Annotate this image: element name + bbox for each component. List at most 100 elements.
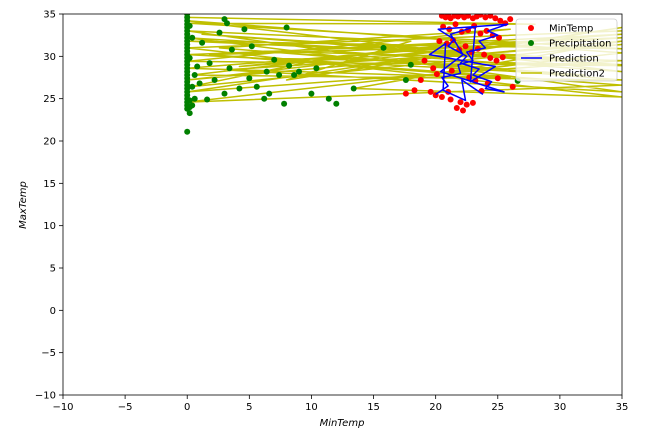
x-tick-label: 5	[246, 402, 252, 413]
precipitation-point	[226, 65, 233, 72]
mintemp-point	[463, 101, 470, 108]
x-axis-label: MinTemp	[320, 418, 365, 429]
mintemp-point	[507, 16, 514, 23]
precipitation-point	[246, 75, 253, 82]
precipitation-point	[350, 85, 357, 92]
precipitation-point	[221, 90, 228, 97]
mintemp-legend-marker	[528, 25, 534, 31]
legend: MinTemp Precipitation Prediction Prediction…	[515, 18, 618, 82]
mintemp-point	[477, 30, 484, 37]
precipitation-point	[189, 83, 196, 90]
mintemp-point	[438, 94, 445, 100]
precipitation-point	[186, 22, 193, 29]
precipitation-point	[308, 90, 315, 97]
series-layer	[184, 14, 622, 135]
mintemp-point	[469, 99, 476, 106]
x-tick-label: 20	[429, 402, 442, 413]
precipitation-point	[196, 80, 203, 87]
mintemp-point	[482, 14, 489, 21]
y-tick-label: 35	[43, 10, 56, 21]
y-tick-label: 15	[43, 179, 56, 190]
precipitation-point	[204, 96, 211, 103]
mintemp-point	[481, 51, 488, 58]
precipitation-point	[402, 77, 409, 83]
precipitation-point	[253, 83, 260, 90]
prediction2-legend-label: Prediction2	[549, 69, 605, 80]
mintemp-point	[487, 14, 494, 19]
precipitation-point	[283, 24, 290, 31]
y-tick-label: −5	[41, 348, 56, 359]
precipitation-point	[186, 97, 193, 104]
mintemp-point	[421, 57, 428, 64]
mintemp-point	[436, 38, 443, 45]
precipitation-point	[266, 90, 273, 97]
mintemp-point	[430, 65, 437, 72]
plot-frame	[62, 13, 623, 396]
prediction-legend-label: Prediction	[549, 54, 599, 65]
y-tick-label: 20	[43, 137, 56, 148]
mintemp-point	[492, 15, 499, 22]
mintemp-point	[411, 87, 418, 94]
y-axis-label: MaxTemp	[18, 181, 29, 229]
mintemp-point	[487, 55, 494, 61]
x-tick-label: 30	[554, 402, 567, 413]
mintemp-point	[447, 96, 454, 103]
y-tick-label: 10	[43, 221, 56, 232]
precipitation-legend-marker	[528, 40, 534, 46]
y-tick-label: 25	[43, 94, 56, 105]
mintemp-point	[427, 88, 434, 95]
mintemp-point	[497, 17, 504, 24]
mintemp-point	[499, 54, 506, 61]
precipitation-point	[189, 102, 196, 109]
precipitation-point	[189, 34, 196, 41]
y-tick-label: −10	[35, 391, 56, 402]
precipitation-point	[281, 100, 288, 107]
mintemp-point	[417, 77, 424, 83]
precipitation-point	[206, 60, 213, 67]
mintemp-point	[509, 83, 516, 90]
x-tick-label: 25	[491, 402, 504, 413]
mintemp-point	[477, 14, 484, 18]
precipitation-point	[224, 20, 230, 27]
x-tick-label: 15	[367, 402, 380, 413]
prediction2-line	[186, 16, 622, 103]
mintemp-point	[448, 67, 455, 74]
mintemp-legend-label: MinTemp	[549, 24, 593, 35]
prediction-line	[428, 23, 509, 102]
mintemp-point	[494, 75, 501, 82]
precipitation-point	[194, 63, 201, 70]
precipitation-point	[291, 72, 298, 78]
x-tick-label: 0	[184, 402, 190, 413]
mintemp-point	[483, 27, 490, 34]
precipitation-point	[228, 46, 235, 53]
precipitation-point	[296, 68, 302, 75]
x-tick-label: −5	[118, 402, 133, 413]
precipitation-point	[186, 55, 193, 61]
legend-box	[515, 18, 618, 82]
precipitation-point	[325, 95, 332, 102]
mintemp-point	[402, 90, 409, 97]
precipitation-point	[286, 62, 293, 69]
y-tick-label: 5	[50, 264, 56, 275]
mintemp-point	[462, 43, 469, 50]
precipitation-point	[333, 100, 340, 107]
precipitation-point	[211, 77, 218, 83]
y-tick-label: 30	[43, 52, 56, 63]
precipitation-point	[313, 65, 320, 72]
y-axis: −10 −5 0 5 10 15 20 25 30 35	[35, 10, 63, 402]
mintemp-point	[465, 14, 471, 19]
precipitation-point	[248, 43, 255, 50]
precipitation-point	[191, 72, 198, 78]
x-tick-label: 10	[305, 402, 318, 413]
precipitation-point	[216, 29, 223, 36]
mintemp-point	[433, 71, 440, 78]
x-tick-label: 35	[616, 402, 629, 413]
x-axis: −10 −5 0 5 10 15 20 25 30 35	[52, 395, 628, 413]
precipitation-point	[276, 72, 283, 78]
precipitation-point	[263, 68, 270, 75]
precipitation-point	[241, 26, 248, 33]
precipitation-legend-label: Precipitation	[549, 39, 612, 50]
mintemp-point	[457, 99, 464, 106]
y-tick-label: 0	[50, 306, 56, 317]
